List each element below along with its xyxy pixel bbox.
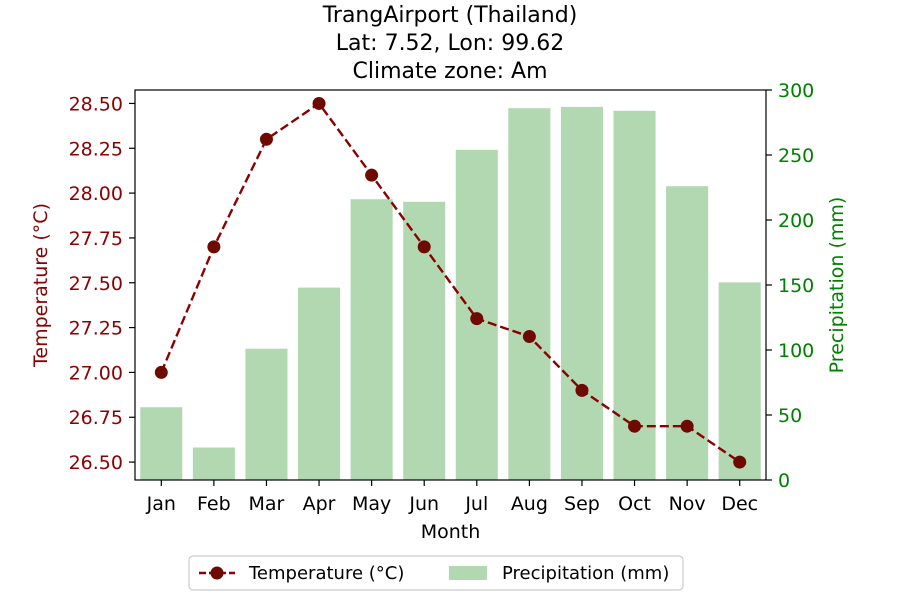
left-tick-label-6: 28.00 <box>69 183 123 205</box>
temperature-point-apr <box>312 96 326 110</box>
precipitation-bars <box>140 106 761 481</box>
x-tick-label-feb: Feb <box>197 493 231 515</box>
left-tick-label-5: 27.75 <box>69 228 123 250</box>
x-tick-label-jan: Jan <box>146 493 176 515</box>
legend: Temperature (°C) Precipitation (mm) <box>188 555 684 591</box>
precipitation-bar-mar <box>245 348 288 480</box>
temperature-point-jan <box>154 365 168 379</box>
precipitation-bar-apr <box>298 287 341 480</box>
x-axis: Jan Feb Mar Apr May Jun Jul Aug Sep Oct Nov Dec <box>146 480 758 515</box>
x-tick-label-apr: Apr <box>303 493 336 515</box>
precipitation-bar-feb <box>192 447 235 480</box>
x-tick-label-dec: Dec <box>721 493 758 515</box>
x-tick-label-aug: Aug <box>511 493 548 515</box>
title-line-2: Lat: 7.52, Lon: 99.62 <box>336 31 564 56</box>
precipitation-bar-aug <box>508 108 551 480</box>
legend-temperature-marker <box>210 566 224 580</box>
legend-label-precipitation: Precipitation (mm) <box>502 563 669 584</box>
x-axis-label: Month <box>421 521 481 543</box>
x-tick-label-nov: Nov <box>669 493 706 515</box>
x-tick-label-may: May <box>352 493 391 515</box>
title-line-1: TrangAirport (Thailand) <box>322 3 578 28</box>
legend-precipitation-swatch <box>449 566 487 580</box>
precipitation-bar-may <box>350 199 393 480</box>
right-tick-label-1: 50 <box>778 405 802 427</box>
right-tick-label-5: 250 <box>778 145 814 167</box>
temperature-point-jun <box>417 240 431 254</box>
left-axis-temperature: 26.50 26.75 27.00 27.25 27.50 27.75 28.00 28.25… <box>69 93 135 474</box>
right-tick-label-2: 100 <box>778 340 814 362</box>
precipitation-bar-oct <box>613 110 656 481</box>
right-axis-label: Precipitation (mm) <box>826 197 848 374</box>
left-axis-label: Temperature (°C) <box>30 203 52 368</box>
left-tick-label-2: 27.00 <box>69 362 123 384</box>
chart-title: TrangAirport (Thailand) Lat: 7.52, Lon: 9… <box>322 3 578 84</box>
x-tick-label-sep: Sep <box>564 493 600 515</box>
right-tick-label-6: 300 <box>778 80 814 102</box>
temperature-line <box>160 101 741 464</box>
temperature-point-oct <box>628 419 642 433</box>
right-axis-precipitation: 0 50 100 150 200 250 300 <box>766 80 814 492</box>
temperature-point-jul <box>470 312 484 326</box>
left-tick-label-4: 27.50 <box>69 273 123 295</box>
temperature-point-sep <box>575 383 589 397</box>
left-tick-label-0: 26.50 <box>69 452 123 474</box>
left-tick-label-8: 28.50 <box>69 93 123 115</box>
temperature-point-dec <box>733 455 747 469</box>
temperature-point-mar <box>259 132 273 146</box>
right-tick-label-3: 150 <box>778 275 814 297</box>
legend-label-temperature: Temperature (°C) <box>248 563 404 584</box>
title-line-3: Climate zone: Am <box>352 59 547 84</box>
left-tick-label-7: 28.25 <box>69 138 123 160</box>
x-tick-label-mar: Mar <box>249 493 285 515</box>
x-tick-label-jun: Jun <box>408 493 439 515</box>
precipitation-bar-jan <box>140 407 183 480</box>
x-tick-label-jul: Jul <box>464 493 488 515</box>
temperature-line-series <box>154 96 747 469</box>
precipitation-bar-dec <box>718 282 761 480</box>
right-tick-label-0: 0 <box>778 470 790 492</box>
left-tick-label-1: 26.75 <box>69 407 123 429</box>
temperature-point-feb <box>207 240 221 254</box>
legend-box <box>188 555 684 591</box>
temperature-point-nov <box>680 419 694 433</box>
temperature-point-may <box>365 168 379 182</box>
temperature-point-aug <box>522 330 536 344</box>
left-tick-label-3: 27.25 <box>69 318 123 340</box>
x-tick-label-oct: Oct <box>618 493 651 515</box>
right-tick-label-4: 200 <box>778 210 814 232</box>
precipitation-bar-sep <box>560 106 603 481</box>
